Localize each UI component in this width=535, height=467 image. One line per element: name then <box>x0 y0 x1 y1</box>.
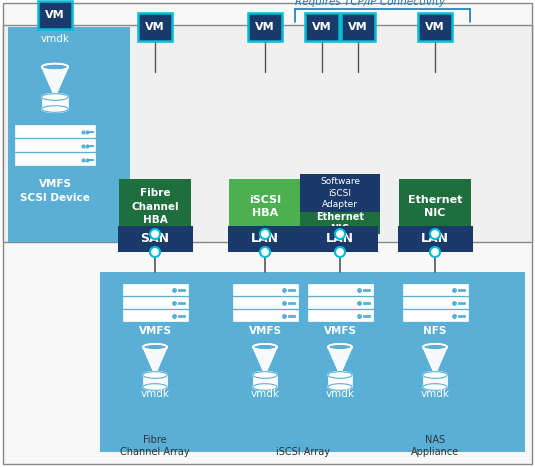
Text: VM: VM <box>425 22 445 32</box>
Bar <box>308 310 372 321</box>
Text: iSCSI
HBA: iSCSI HBA <box>249 195 281 218</box>
Text: NFS: NFS <box>423 326 447 336</box>
Ellipse shape <box>42 64 68 71</box>
Bar <box>15 139 95 151</box>
Bar <box>123 284 187 295</box>
Ellipse shape <box>143 384 167 390</box>
Text: VMFS: VMFS <box>324 326 356 336</box>
Text: vmdk: vmdk <box>141 389 170 399</box>
Polygon shape <box>253 347 277 375</box>
Text: Fibre
Channel Array: Fibre Channel Array <box>120 435 190 457</box>
Bar <box>398 226 472 252</box>
Circle shape <box>260 229 270 239</box>
Bar <box>229 179 301 234</box>
Circle shape <box>335 247 345 257</box>
Ellipse shape <box>328 384 352 390</box>
Bar <box>302 226 378 252</box>
Text: vmdk: vmdk <box>421 389 449 399</box>
Bar <box>308 297 372 308</box>
Text: VM: VM <box>312 22 332 32</box>
Circle shape <box>430 247 440 257</box>
Bar <box>138 13 172 41</box>
Bar <box>305 13 339 41</box>
Text: VMFS: VMFS <box>139 326 172 336</box>
Circle shape <box>430 229 440 239</box>
Text: Ethernet
NIC: Ethernet NIC <box>408 195 462 218</box>
Text: LAN: LAN <box>251 233 279 246</box>
Ellipse shape <box>253 344 277 350</box>
Text: VM: VM <box>255 22 275 32</box>
Bar <box>402 310 468 321</box>
Ellipse shape <box>253 372 277 378</box>
Bar <box>8 27 130 242</box>
Text: Requires TCP/IP Connectivity: Requires TCP/IP Connectivity <box>295 0 445 7</box>
Bar <box>15 153 95 165</box>
Text: iSCSI Array: iSCSI Array <box>276 447 330 457</box>
Bar <box>15 125 95 137</box>
Ellipse shape <box>423 372 447 378</box>
Bar <box>399 179 471 234</box>
Text: LAN: LAN <box>326 233 354 246</box>
Text: VM: VM <box>45 10 65 20</box>
Text: Ethernet
NIC: Ethernet NIC <box>316 212 364 234</box>
Bar <box>123 310 187 321</box>
Bar <box>233 297 297 308</box>
Bar <box>402 284 468 295</box>
Circle shape <box>335 229 345 239</box>
Ellipse shape <box>423 344 447 350</box>
Bar <box>248 13 282 41</box>
Bar <box>402 297 468 308</box>
Ellipse shape <box>143 344 167 350</box>
Text: NAS
Appliance: NAS Appliance <box>411 435 459 457</box>
Text: Fibre
Channel
HBA: Fibre Channel HBA <box>131 188 179 225</box>
Text: VMFS: VMFS <box>248 326 281 336</box>
Bar <box>341 13 375 41</box>
Text: LAN: LAN <box>421 233 449 246</box>
Bar <box>123 297 187 308</box>
Ellipse shape <box>328 344 352 350</box>
Bar <box>100 272 210 452</box>
Text: VMFS
SCSI Device: VMFS SCSI Device <box>20 179 90 203</box>
Text: vmdk: vmdk <box>250 389 279 399</box>
Text: SAN: SAN <box>141 233 170 246</box>
Bar <box>418 13 452 41</box>
Ellipse shape <box>42 94 68 100</box>
Text: vmdk: vmdk <box>41 34 70 44</box>
Bar <box>227 226 302 252</box>
Text: vmdk: vmdk <box>325 389 355 399</box>
Bar <box>210 272 405 452</box>
Ellipse shape <box>143 372 167 378</box>
Polygon shape <box>328 347 352 375</box>
Ellipse shape <box>328 372 352 378</box>
Bar <box>328 375 352 387</box>
Bar <box>233 310 297 321</box>
Polygon shape <box>423 347 447 375</box>
Bar <box>308 284 372 295</box>
Bar <box>405 272 525 452</box>
Polygon shape <box>42 67 68 97</box>
Bar <box>118 226 193 252</box>
Ellipse shape <box>253 384 277 390</box>
Bar <box>38 1 72 29</box>
Text: VM: VM <box>348 22 368 32</box>
Polygon shape <box>143 347 167 375</box>
Text: Software
iSCSI
Adapter: Software iSCSI Adapter <box>320 177 360 209</box>
Bar <box>300 174 380 212</box>
Ellipse shape <box>423 384 447 390</box>
Bar <box>143 375 167 387</box>
Bar <box>42 97 68 109</box>
Text: VM: VM <box>145 22 165 32</box>
Bar <box>300 212 380 234</box>
Circle shape <box>150 229 160 239</box>
Ellipse shape <box>42 106 68 112</box>
Bar <box>253 375 277 387</box>
Circle shape <box>150 247 160 257</box>
Bar <box>423 375 447 387</box>
Circle shape <box>260 247 270 257</box>
Bar <box>3 25 532 242</box>
Bar <box>119 179 191 234</box>
Bar <box>233 284 297 295</box>
